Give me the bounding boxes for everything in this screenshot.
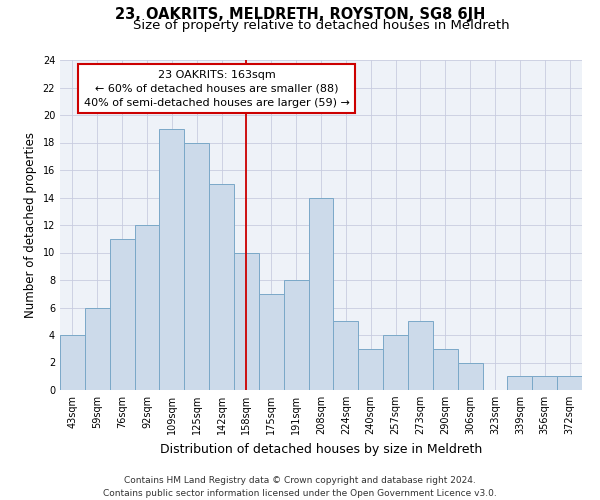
Bar (557, 376, 582, 390)
Bar (209, 184, 234, 390)
Bar (234, 252, 259, 390)
Bar (60, 335, 85, 390)
Bar (433, 349, 458, 390)
Title: Size of property relative to detached houses in Meldreth: Size of property relative to detached ho… (133, 20, 509, 32)
Bar (85, 308, 110, 390)
Bar (184, 142, 209, 390)
Y-axis label: Number of detached properties: Number of detached properties (24, 132, 37, 318)
Text: 23 OAKRITS: 163sqm
← 60% of detached houses are smaller (88)
40% of semi-detache: 23 OAKRITS: 163sqm ← 60% of detached hou… (83, 70, 350, 108)
Text: 23, OAKRITS, MELDRETH, ROYSTON, SG8 6JH: 23, OAKRITS, MELDRETH, ROYSTON, SG8 6JH (115, 8, 485, 22)
Bar (284, 280, 308, 390)
Bar (532, 376, 557, 390)
X-axis label: Distribution of detached houses by size in Meldreth: Distribution of detached houses by size … (160, 442, 482, 456)
Bar (259, 294, 284, 390)
Bar (110, 239, 134, 390)
Text: Contains HM Land Registry data © Crown copyright and database right 2024.
Contai: Contains HM Land Registry data © Crown c… (103, 476, 497, 498)
Bar (134, 225, 160, 390)
Bar (458, 362, 482, 390)
Bar (334, 322, 358, 390)
Bar (408, 322, 433, 390)
Bar (508, 376, 532, 390)
Bar (383, 335, 408, 390)
Bar (308, 198, 334, 390)
Bar (358, 349, 383, 390)
Bar (160, 128, 184, 390)
